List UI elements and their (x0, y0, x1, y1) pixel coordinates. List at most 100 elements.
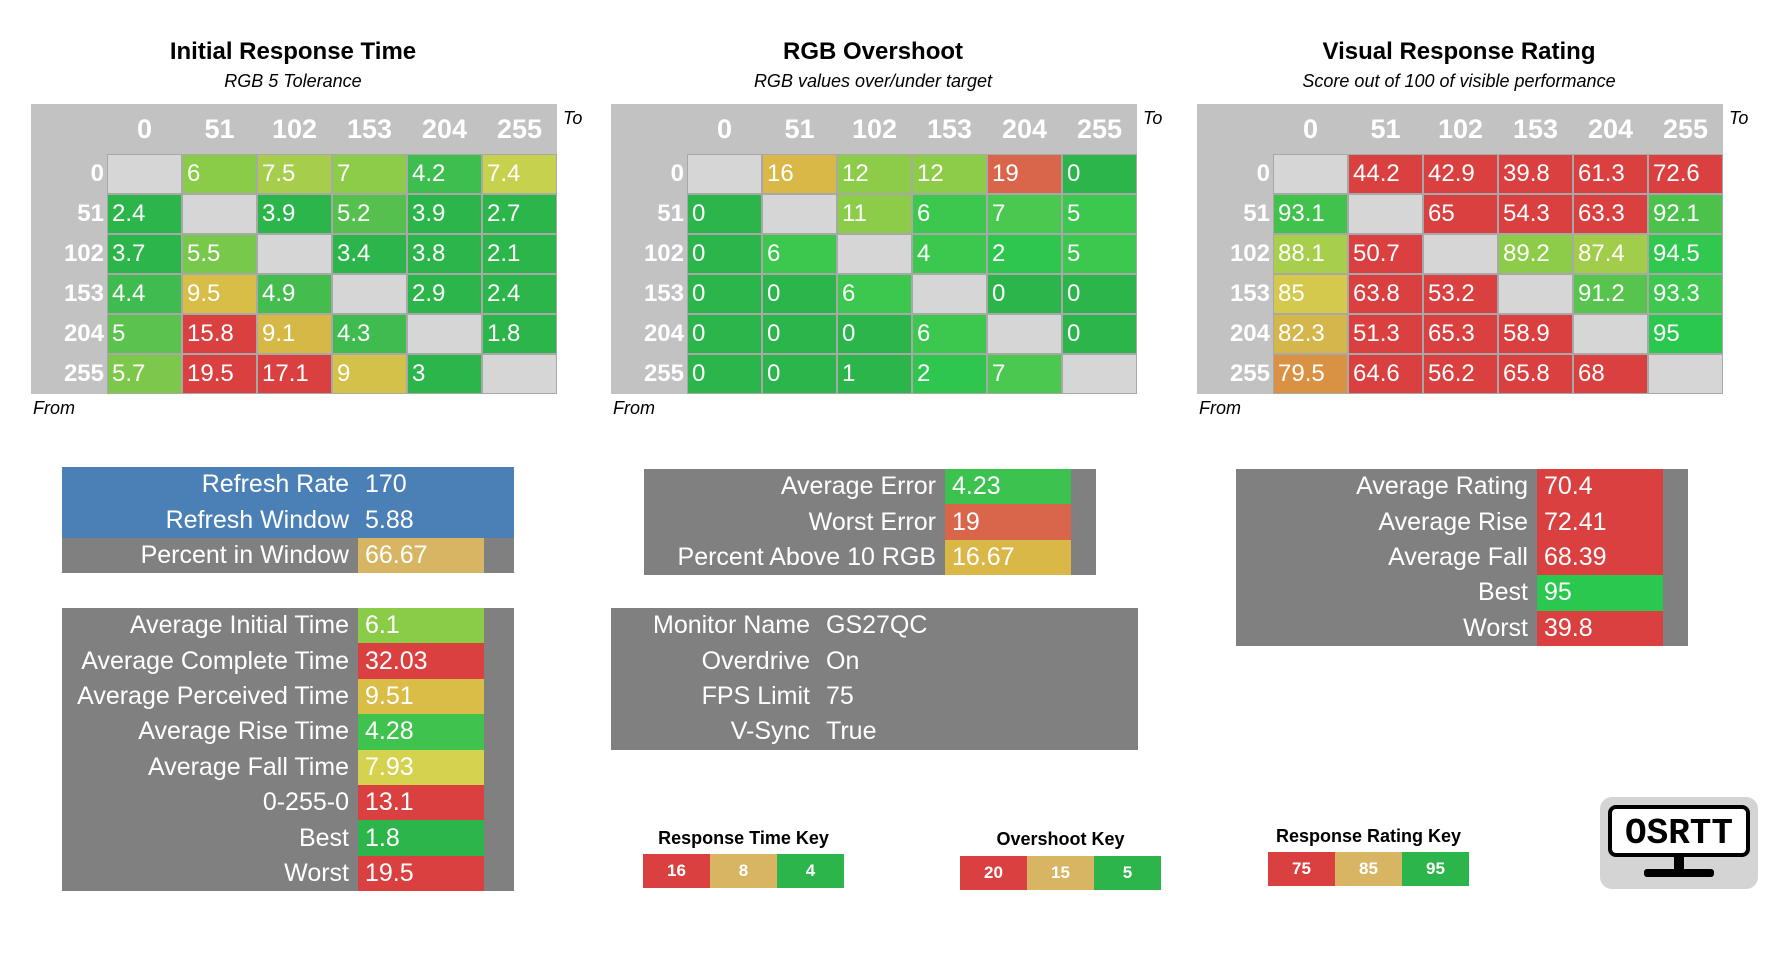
overshoot-key: 20 15 5 (960, 856, 1161, 890)
heatmap-cell-empty (1273, 154, 1348, 194)
heatmap-cell: 65.8 (1498, 354, 1573, 394)
heatmap-cell-empty (1062, 354, 1137, 394)
panel-label: Average Rise Time (138, 717, 349, 746)
key-swatch: 20 (960, 856, 1027, 890)
heatmap-cell: 82.3 (1273, 314, 1348, 354)
panel-value: 66.67 (358, 537, 484, 574)
heatmap-cell: 0 (687, 354, 762, 394)
heatmap-subtitle: RGB 5 Tolerance (224, 71, 362, 91)
column-header: 153 (1512, 113, 1559, 144)
panel-label: Refresh Rate (201, 470, 349, 499)
column-header: 255 (496, 113, 543, 144)
heatmap-cell: 94.5 (1648, 234, 1723, 274)
heatmap-cell-empty (1648, 354, 1723, 394)
row-header: 204 (1229, 320, 1270, 347)
row-header: 102 (1229, 240, 1270, 267)
column-header: 255 (1662, 113, 1709, 144)
panel-value: 75 (826, 681, 854, 710)
column-header: 102 (851, 113, 898, 144)
heatmap-cell: 2 (912, 354, 987, 394)
heatmap-cell-empty (987, 314, 1062, 354)
heatmap-cell: 5.7 (107, 354, 182, 394)
heatmap-cell: 6 (837, 274, 912, 314)
panel-value: 4.23 (945, 469, 1071, 505)
heatmap-cell: 95 (1648, 314, 1723, 354)
panel-row: Worst Error 19 (644, 504, 1096, 540)
heatmap-cell-empty (332, 274, 407, 314)
panel-value: True (826, 717, 877, 746)
overshoot-key-title: Overshoot Key (996, 829, 1125, 849)
heatmap-cell: 79.5 (1273, 354, 1348, 394)
panel-row: Average Fall 68.39 (1236, 539, 1688, 576)
heatmap-cell: 16 (762, 154, 837, 194)
heatmap-cell: 61.3 (1573, 154, 1648, 194)
key-swatch: 4 (777, 854, 844, 888)
overshoot-error-panel: Average Error 4.23 Worst Error 19 Percent Ab… (644, 469, 1096, 576)
panel-value: 95 (1537, 575, 1663, 611)
heatmap-cell: 0 (837, 314, 912, 354)
column-header: 51 (204, 113, 235, 144)
heatmap-cell: 64.6 (1348, 354, 1423, 394)
refresh-panel: Refresh Rate 170 Refresh Window 5.88 Percent… (62, 467, 514, 574)
heatmap-cell: 72.6 (1648, 154, 1723, 194)
heatmap-cell: 87.4 (1573, 234, 1648, 274)
row-header: 102 (63, 240, 104, 267)
axis-label-to: To (1729, 108, 1749, 128)
heatmap-cell: 91.2 (1573, 274, 1648, 314)
heatmap-cell: 0 (687, 314, 762, 354)
panel-value: 4.28 (358, 714, 484, 750)
heatmap-cell: 3.7 (107, 234, 182, 274)
panel-row: Overdrive On (611, 643, 1138, 678)
row-header: 255 (643, 360, 684, 387)
heatmap-title: Visual Response Rating (1322, 38, 1596, 65)
panel-value: 9.51 (358, 678, 484, 715)
heatmap-cell: 2 (987, 234, 1062, 274)
heatmap-cell: 9.1 (257, 314, 332, 354)
heatmap-cell: 3.9 (407, 194, 482, 234)
panel-row: Average Rating 70.4 (1236, 469, 1688, 505)
heatmap-cell: 0 (1062, 274, 1137, 314)
key-swatch: 8 (710, 854, 777, 888)
row-header: 51 (657, 200, 684, 227)
panel-label: Average Perceived Time (77, 681, 349, 710)
heatmap-cell: 2.7 (482, 194, 557, 234)
key-swatch: 15 (1027, 856, 1094, 890)
panel-value: 70.4 (1537, 469, 1663, 505)
heatmap-cell: 0 (762, 314, 837, 354)
heatmap-title: RGB Overshoot (782, 38, 964, 65)
panel-label: Monitor Name (653, 611, 810, 640)
key-swatch: 85 (1335, 852, 1402, 886)
heatmap-cell: 7 (332, 154, 407, 194)
heatmap-cell: 15.8 (182, 314, 257, 354)
heatmap-cell: 1 (837, 354, 912, 394)
heatmap-cell: 0 (687, 274, 762, 314)
panel-label: Worst (284, 858, 349, 887)
heatmap-cell: 58.9 (1498, 314, 1573, 354)
heatmap-cell: 3.8 (407, 234, 482, 274)
panel-row: Average Error 4.23 (644, 469, 1096, 505)
heatmap-cell: 7 (987, 194, 1062, 234)
row-header: 255 (63, 360, 104, 387)
column-header: 153 (926, 113, 973, 144)
response-rating-key: 75 85 95 (1268, 852, 1469, 886)
heatmap-cell: 9.5 (182, 274, 257, 314)
column-header: 51 (784, 113, 815, 144)
heatmap-cell: 44.2 (1348, 154, 1423, 194)
heatmap-cell: 56.2 (1423, 354, 1498, 394)
row-header: 51 (1243, 200, 1270, 227)
heatmap-cell: 7 (987, 354, 1062, 394)
row-header: 0 (90, 160, 104, 187)
heatmap-cell-empty (1498, 274, 1573, 314)
column-header: 51 (1370, 113, 1401, 144)
heatmap-cell: 3.9 (257, 194, 332, 234)
heatmap-cell: 3.4 (332, 234, 407, 274)
panel-label: 0-255-0 (262, 788, 349, 817)
heatmap-cell-empty (1573, 314, 1648, 354)
heatmap-cell: 5.5 (182, 234, 257, 274)
panel-value: 13.1 (358, 784, 484, 821)
panel-label: Average Error (780, 472, 936, 501)
panel-row: Worst 19.5 (62, 855, 514, 892)
panel-label: Percent Above 10 RGB (677, 542, 936, 571)
heatmap-cell: 6 (182, 154, 257, 194)
panel-row: Best 95 (1236, 575, 1688, 611)
